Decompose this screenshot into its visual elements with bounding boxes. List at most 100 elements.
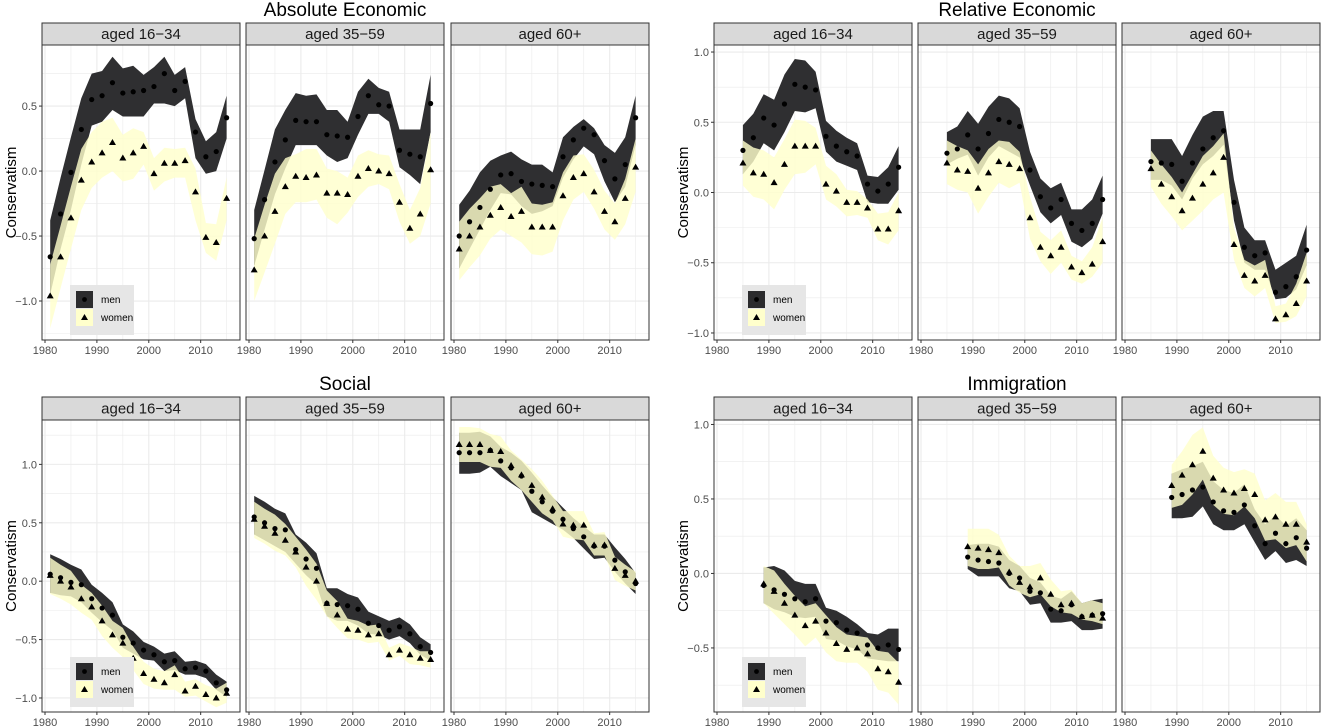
women-point (281, 183, 289, 190)
men-point (407, 151, 413, 157)
facet-figure-2: Social Conservatism aged 16−34 1980 1990 2000… (3, 374, 650, 728)
men-point (203, 668, 209, 674)
y-tick-label: 1.0 (22, 459, 37, 471)
men-point (224, 687, 230, 693)
x-tick-label: 2010 (1268, 717, 1292, 728)
legend-label-women: women (100, 313, 133, 324)
men-point (854, 153, 860, 159)
men-point (251, 236, 257, 242)
women-point (223, 194, 231, 201)
women-point (57, 577, 65, 584)
women-point (1005, 160, 1013, 167)
facet-strip-label: aged 60+ (519, 401, 582, 418)
facet-strip-label: aged 60+ (519, 26, 582, 43)
men-point (985, 558, 992, 565)
women-point (580, 521, 588, 528)
men-point (823, 618, 829, 624)
x-tick-label: 2000 (137, 717, 161, 728)
men-point (1252, 523, 1258, 529)
women-point (67, 214, 75, 221)
women-point (739, 159, 747, 166)
women-point (1199, 180, 1207, 187)
men-point (282, 137, 288, 143)
x-tick-label: 1980 (237, 345, 261, 357)
men-point (601, 158, 608, 164)
women-point (1016, 165, 1024, 172)
x-tick-label: 1990 (1165, 717, 1189, 728)
x-tick-label: 1980 (705, 345, 729, 357)
women-point (1026, 214, 1034, 221)
x-tick-label: 1980 (442, 717, 466, 728)
y-tick-label: 0.5 (694, 117, 709, 129)
women-point (466, 232, 474, 239)
women-point (181, 157, 189, 164)
women-point (1078, 269, 1086, 276)
men-point (1200, 484, 1206, 490)
women-point (140, 142, 148, 149)
women-point (150, 675, 158, 682)
women-point (385, 170, 393, 177)
x-tick-label: 2000 (1217, 717, 1241, 728)
women-point (416, 210, 424, 217)
women-point (344, 625, 352, 632)
women-ci-band (459, 427, 636, 591)
men-point (1262, 541, 1268, 547)
men-point (965, 132, 971, 138)
women-point (364, 164, 372, 171)
men-point (355, 113, 361, 120)
women-point (344, 190, 352, 197)
panel-border (917, 419, 1117, 713)
men-point (417, 154, 423, 160)
panel-2: aged 60+ 1980 1990 2000 2010 (442, 396, 650, 728)
men-point (549, 184, 556, 190)
x-tick-label: 2010 (1064, 345, 1088, 357)
men-point (975, 557, 981, 563)
women-point (292, 172, 300, 179)
women-point (801, 142, 809, 149)
women-point (261, 522, 269, 529)
women-point (46, 571, 54, 578)
women-point (119, 154, 127, 161)
x-tick-label: 1980 (33, 345, 57, 357)
panel-1: aged 35−59 1980 1990 2000 2010 (237, 396, 445, 728)
women-point (1251, 277, 1259, 284)
y-tick-label: −0.5 (687, 643, 709, 655)
y-axis-label: Conservatism (675, 520, 692, 612)
men-point (130, 640, 136, 646)
men-point (1058, 196, 1064, 203)
chart-title: Social (319, 374, 371, 395)
men-point (1089, 220, 1095, 227)
women-point (455, 245, 463, 252)
women-point (549, 505, 557, 512)
women-point (250, 266, 258, 273)
men-point (996, 116, 1002, 123)
women-point (57, 253, 65, 260)
legend-label-men: men (773, 295, 792, 306)
x-tick-label: 2000 (137, 345, 161, 357)
women-point (760, 580, 768, 587)
men-point (1158, 160, 1164, 166)
women-point (1188, 461, 1196, 468)
women-point (1067, 263, 1075, 270)
women-point (1282, 311, 1290, 318)
y-axis-label: Conservatism (675, 147, 692, 239)
women-point (611, 218, 619, 225)
women-point (323, 599, 331, 606)
men-point (944, 150, 950, 156)
men-point (539, 182, 545, 188)
women-point (202, 233, 210, 240)
men-point (1048, 205, 1054, 211)
men-point (965, 554, 971, 560)
panel-background (246, 420, 444, 712)
men-point (161, 659, 167, 665)
women-point (832, 639, 840, 646)
women-point (476, 223, 484, 230)
men-point (560, 516, 566, 522)
x-tick-label: 1990 (85, 717, 109, 728)
women-point (632, 163, 640, 170)
x-tick-label: 2000 (1013, 717, 1037, 728)
women-point (801, 622, 809, 629)
men-point (1037, 590, 1043, 596)
women-point (140, 669, 148, 676)
